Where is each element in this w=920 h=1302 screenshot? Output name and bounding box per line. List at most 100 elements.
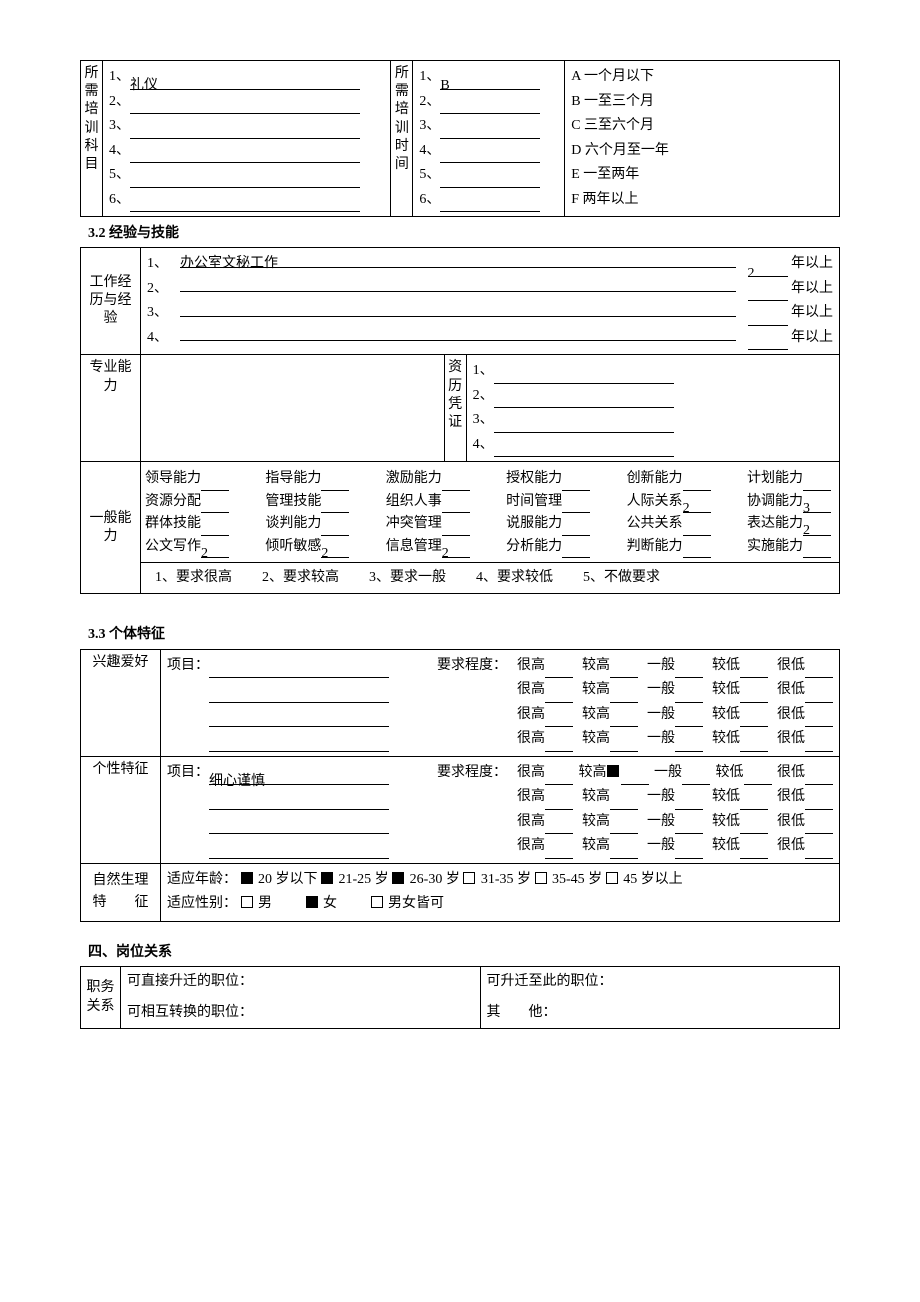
- blank-field[interactable]: [610, 663, 638, 678]
- blank-field[interactable]: [675, 736, 703, 751]
- rating-option[interactable]: 一般: [647, 810, 703, 835]
- rating-option[interactable]: 较低: [712, 703, 768, 728]
- blank-field[interactable]: [494, 369, 674, 384]
- rating-option[interactable]: 较低: [712, 678, 768, 703]
- blank-field[interactable]: [740, 687, 768, 702]
- blank-field[interactable]: [494, 442, 674, 457]
- blank-field[interactable]: [675, 687, 703, 702]
- blank-field[interactable]: [621, 770, 649, 785]
- blank-field[interactable]: [494, 418, 674, 433]
- blank-field[interactable]: 2: [748, 262, 788, 277]
- blank-field[interactable]: [321, 520, 349, 535]
- sex-option[interactable]: 男: [241, 896, 273, 911]
- blank-field[interactable]: [803, 475, 831, 490]
- blank-field[interactable]: [610, 794, 638, 809]
- blank-field[interactable]: 3: [803, 498, 831, 513]
- rating-option[interactable]: 一般: [647, 678, 703, 703]
- blank-field[interactable]: [545, 736, 573, 751]
- blank-field[interactable]: [740, 794, 768, 809]
- blank-field[interactable]: [740, 819, 768, 834]
- rating-option[interactable]: 一般: [647, 654, 703, 679]
- rating-option[interactable]: 很低: [777, 785, 833, 810]
- rating-option[interactable]: 较低: [712, 727, 768, 752]
- blank-field[interactable]: 2: [442, 543, 470, 558]
- rating-option[interactable]: 较低: [712, 785, 768, 810]
- blank-field[interactable]: [803, 543, 831, 558]
- rating-option[interactable]: 很低: [777, 761, 833, 786]
- blank-field[interactable]: [440, 123, 540, 138]
- blank-field[interactable]: [201, 475, 229, 490]
- blank-field[interactable]: [321, 475, 349, 490]
- age-option[interactable]: 20 岁以下: [241, 872, 318, 887]
- age-option[interactable]: 31-35 岁: [463, 872, 531, 887]
- rating-option[interactable]: 一般: [647, 834, 703, 859]
- blank-field[interactable]: [545, 770, 573, 785]
- blank-field[interactable]: [130, 123, 360, 138]
- blank-field[interactable]: [440, 197, 540, 212]
- blank-field[interactable]: [805, 736, 833, 751]
- age-option[interactable]: 35-45 岁: [535, 872, 603, 887]
- blank-field[interactable]: 2: [683, 498, 711, 513]
- blank-field[interactable]: [321, 498, 349, 513]
- blank-field[interactable]: [562, 475, 590, 490]
- blank-field[interactable]: [683, 520, 711, 535]
- blank-field[interactable]: [442, 498, 470, 513]
- rating-option[interactable]: 较高: [582, 810, 638, 835]
- blank-field[interactable]: [545, 794, 573, 809]
- blank-field[interactable]: [805, 712, 833, 727]
- blank-field[interactable]: [610, 736, 638, 751]
- rating-option[interactable]: 很高: [517, 654, 573, 679]
- blank-field[interactable]: [610, 843, 638, 858]
- rating-option[interactable]: 很高: [517, 810, 573, 835]
- blank-field[interactable]: [130, 172, 360, 187]
- blank-field[interactable]: [740, 712, 768, 727]
- blank-field[interactable]: [683, 475, 711, 490]
- blank-field[interactable]: [748, 286, 788, 301]
- blank-field[interactable]: 2: [321, 543, 349, 558]
- blank-field[interactable]: [740, 663, 768, 678]
- rating-option[interactable]: 很高: [517, 727, 573, 752]
- blank-field[interactable]: [440, 148, 540, 163]
- blank-field[interactable]: 2: [201, 543, 229, 558]
- blank-field[interactable]: B: [440, 74, 540, 89]
- rating-option[interactable]: 一般: [647, 703, 703, 728]
- rating-option[interactable]: 一般: [654, 761, 710, 786]
- rating-option[interactable]: 一般: [647, 785, 703, 810]
- blank-field[interactable]: [805, 794, 833, 809]
- blank-field[interactable]: [562, 520, 590, 535]
- rating-option[interactable]: 较高: [582, 785, 638, 810]
- blank-field[interactable]: [209, 736, 389, 751]
- blank-field[interactable]: [740, 843, 768, 858]
- blank-field[interactable]: [805, 687, 833, 702]
- rating-option[interactable]: 较低: [712, 834, 768, 859]
- blank-field[interactable]: 细心谨慎: [209, 770, 389, 785]
- rating-option[interactable]: 很低: [777, 654, 833, 679]
- blank-field[interactable]: [209, 663, 389, 678]
- blank-field[interactable]: [610, 819, 638, 834]
- blank-field[interactable]: [740, 736, 768, 751]
- rating-option[interactable]: 较高: [582, 727, 638, 752]
- blank-field[interactable]: [209, 712, 389, 727]
- blank-field[interactable]: [201, 520, 229, 535]
- sex-option[interactable]: 女: [306, 896, 338, 911]
- blank-field[interactable]: [675, 843, 703, 858]
- blank-field[interactable]: [675, 819, 703, 834]
- rating-option[interactable]: 较低: [712, 654, 768, 679]
- rating-option[interactable]: 较高: [582, 654, 638, 679]
- blank-field[interactable]: [748, 335, 788, 350]
- blank-field[interactable]: [130, 197, 360, 212]
- blank-field[interactable]: [748, 311, 788, 326]
- rating-option[interactable]: 很高: [517, 703, 573, 728]
- rating-option[interactable]: 很低: [777, 810, 833, 835]
- blank-field[interactable]: [209, 843, 389, 858]
- blank-field[interactable]: [209, 794, 389, 809]
- rating-option[interactable]: 很低: [777, 703, 833, 728]
- blank-field[interactable]: [130, 148, 360, 163]
- blank-field[interactable]: [545, 843, 573, 858]
- blank-field[interactable]: [209, 819, 389, 834]
- blank-field[interactable]: [440, 99, 540, 114]
- blank-field[interactable]: [675, 663, 703, 678]
- blank-field[interactable]: [562, 498, 590, 513]
- rating-option[interactable]: 很高: [517, 785, 573, 810]
- rating-option[interactable]: 较高: [579, 761, 649, 786]
